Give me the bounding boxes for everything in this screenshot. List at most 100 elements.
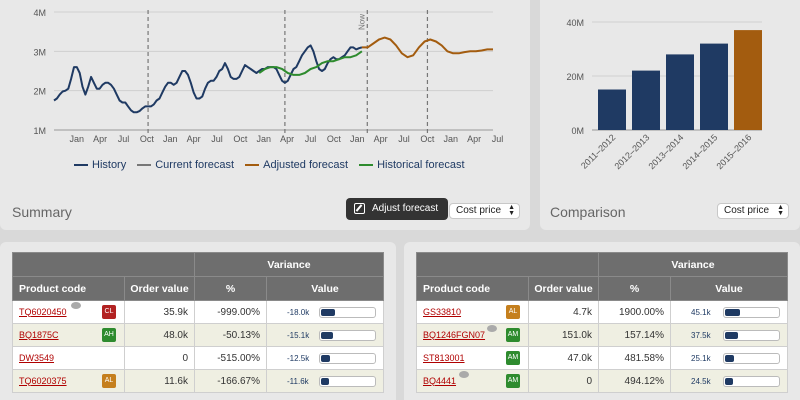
bar[interactable] [734,30,762,131]
variance-value-cell: 37.5k [670,323,788,347]
order-value-cell: 35.9k [124,300,195,324]
status-badge: AH [102,328,116,342]
legend-label: Adjusted forecast [263,159,349,171]
y-tick-label: 0M [571,126,584,136]
product-code-link[interactable]: BQ1246FGN07 [423,329,486,340]
order-value-cell: 11.6k [124,369,195,393]
comment-icon[interactable] [486,325,497,332]
x-tick-label: Apr [93,134,107,144]
legend-item[interactable]: Adjusted forecast [245,159,348,171]
x-tick-label: Jul [398,134,410,144]
percent-header[interactable]: % [598,276,671,301]
legend-label: Historical forecast [377,159,465,171]
variance-value: -12.5k [287,354,310,363]
legend-swatch [245,164,260,167]
bar[interactable] [598,89,626,131]
x-tick-label: 2014–2015 [680,132,719,171]
legend-label: History [92,159,127,171]
product-code-header[interactable]: Product code [416,276,529,301]
legend-item[interactable]: Current forecast [137,159,234,171]
product-code-link[interactable]: TQ6020450 [19,306,67,317]
bar[interactable] [632,70,660,130]
order-value-cell: 151.0k [528,323,599,347]
comparison-price-select-value: Cost price [724,205,770,216]
table-row[interactable]: BQ1246FGN07 AM 151.0k 157.14% 37.5k [416,323,788,347]
variance-value: -11.6k [287,377,309,386]
variance-value-cell: -12.5k [266,346,384,370]
positive-variance-table: Variance Product code Order value % Valu… [416,252,788,393]
x-tick-label: Apr [187,134,201,144]
product-code-link[interactable]: ST813001 [423,352,465,363]
bar[interactable] [666,54,694,130]
variance-bar-fill [321,332,334,339]
product-code-link[interactable]: DW3549 [19,352,55,363]
order-value-cell: 4.7k [528,300,599,324]
y-tick-label: 4M [33,8,46,18]
select-arrows-icon: ▲ ▼ [777,204,784,217]
table-row[interactable]: TQ6020375 AL 11.6k -166.67% -11.6k [12,369,384,393]
comment-icon[interactable] [458,371,469,378]
table-row[interactable]: ST813001 AM 47.0k 481.58% 25.1k [416,346,788,370]
product-code-link[interactable]: GS33810 [423,306,462,317]
table-row[interactable]: BQ4441 AM 0 494.12% 24.5k [416,369,788,393]
x-tick-label: 2015–2016 [714,132,753,171]
legend-item[interactable]: History [74,159,126,171]
summary-title: Summary [12,204,72,220]
product-code-cell: ST813001 AM [416,346,529,370]
legend-item[interactable]: Historical forecast [359,159,465,171]
y-tick-label: 40M [566,18,584,28]
variance-bar-fill [725,332,738,339]
table-row[interactable]: BQ1875C AH 48.0k -50.13% -15.1k [12,323,384,347]
value-header[interactable]: Value [266,276,384,301]
legend-swatch [359,164,374,167]
comparison-price-select[interactable]: Cost price ▲ ▼ [717,203,789,219]
comparison-title: Comparison [550,204,626,220]
status-badge: CL [102,305,116,319]
y-tick-label: 3M [33,47,46,57]
summary-price-select[interactable]: Cost price ▲ ▼ [449,203,520,219]
variance-bar [319,353,376,364]
product-code-header[interactable]: Product code [12,276,125,301]
select-arrows-icon: ▲ ▼ [508,204,515,217]
y-tick-label: 1M [33,126,46,136]
negative-variance-table: Variance Product code Order value % Valu… [12,252,384,393]
variance-percent-cell: -50.13% [194,323,267,347]
percent-header[interactable]: % [194,276,267,301]
table-row[interactable]: GS33810 AL 4.7k 1900.00% 45.1k [416,300,788,324]
now-label: Now [357,14,366,30]
x-tick-label: Oct [327,134,342,144]
x-tick-label: Jan [70,134,85,144]
comment-icon[interactable] [71,302,82,309]
value-header[interactable]: Value [670,276,788,301]
product-code-link[interactable]: BQ1875C [19,329,59,340]
variance-bar-fill [725,378,734,385]
table-row[interactable]: DW3549 0 -515.00% -12.5k [12,346,384,370]
product-code-link[interactable]: TQ6020375 [19,375,67,386]
product-code-link[interactable]: BQ4441 [423,375,457,386]
summary-legend: History Current forecast Adjusted forecast… [74,159,476,171]
variance-percent-cell: 1900.00% [598,300,671,324]
series-line-adjusted-forecast [361,36,493,59]
order-value-cell: 0 [528,369,599,393]
adjust-forecast-button[interactable]: Adjust forecast [346,198,449,220]
variance-percent-cell: -515.00% [194,346,267,370]
positive-variance-panel: Variance Product code Order value % Valu… [404,242,800,400]
variance-value-cell: 25.1k [670,346,788,370]
edit-icon [354,203,365,214]
product-code-cell: BQ4441 AM [416,369,529,393]
x-tick-label: Jul [492,134,504,144]
product-code-cell: BQ1246FGN07 AM [416,323,529,347]
x-tick-label: Jan [444,134,459,144]
variance-bar-fill [321,309,335,316]
x-tick-label: 2011–2012 [579,132,617,170]
table-row[interactable]: TQ6020450 CL 35.9k -999.00% -18.0k [12,300,384,324]
status-badge: AL [102,374,116,388]
x-tick-label: Jul [305,134,317,144]
x-tick-label: Apr [280,134,294,144]
order-value-header[interactable]: Order value [528,276,599,301]
bar[interactable] [700,43,728,130]
order-value-header[interactable]: Order value [124,276,195,301]
variance-header: Variance [194,252,384,277]
order-value-cell: 0 [124,346,195,370]
y-tick-label: 20M [566,72,584,82]
